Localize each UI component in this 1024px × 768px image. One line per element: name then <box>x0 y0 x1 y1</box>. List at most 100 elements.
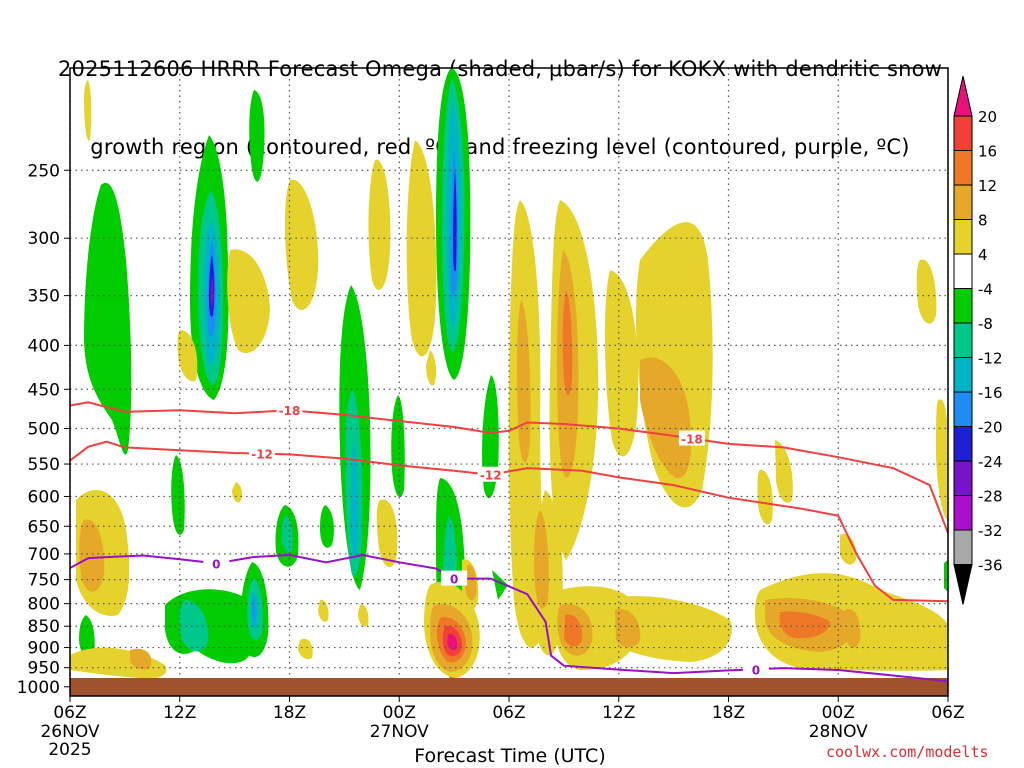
y-tick-label: 550 <box>28 455 60 475</box>
y-tick-label: 800 <box>28 595 60 615</box>
colorbar-segment <box>953 150 973 186</box>
colorbar-segment <box>953 253 973 289</box>
omega-region <box>775 440 793 503</box>
y-tick-label: 650 <box>28 517 60 537</box>
omega-region <box>368 159 391 290</box>
colorbar-label: -36 <box>978 557 1003 575</box>
contour-label: -12 <box>480 469 502 483</box>
omega-region <box>916 259 937 324</box>
contour-label-bg <box>441 570 468 586</box>
y-tick-label: 900 <box>28 639 60 659</box>
omega-region <box>320 505 334 548</box>
colorbar-label: 12 <box>978 177 997 195</box>
omega-region <box>406 140 437 357</box>
omega-region <box>70 647 167 679</box>
colorbar-label: -24 <box>978 453 1003 471</box>
y-tick-label: 500 <box>28 420 60 440</box>
omega-region <box>252 597 256 622</box>
omega-region <box>845 609 861 648</box>
omega-region <box>84 182 132 455</box>
contour-label: -18 <box>279 404 301 418</box>
colorbar-label: -20 <box>978 419 1003 437</box>
omega-region <box>130 648 152 670</box>
colorbar-segment <box>953 529 973 565</box>
colorbar-segment <box>953 426 973 462</box>
y-tick-label: 300 <box>28 229 60 249</box>
chart-title-line1: 2025112606 HRRR Forecast Omega (shaded, … <box>57 57 943 81</box>
x-tick-label: 12Z <box>602 703 635 723</box>
omega-region <box>227 249 270 354</box>
colorbar-label: -28 <box>978 488 1003 506</box>
credit-link[interactable]: coolwx.com/modelts <box>826 743 989 761</box>
contour-label: 0 <box>450 573 458 587</box>
omega-region <box>492 570 508 600</box>
colorbar-segment <box>953 391 973 427</box>
colorbar-top-arrow <box>953 75 973 117</box>
omega-region <box>358 604 369 627</box>
x-year-label: 2025 <box>48 740 91 760</box>
colorbar-label: -8 <box>978 315 993 333</box>
contour-lines: -18 -18 -12 -12 0 0 0 <box>69 401 949 683</box>
omega-region <box>179 600 209 652</box>
x-date-label: 28NOV <box>809 722 868 742</box>
omega-region <box>284 179 319 310</box>
colorbar-label: -32 <box>978 522 1003 540</box>
contour-label-bg <box>742 661 769 677</box>
omega-region <box>840 534 857 565</box>
omega-region <box>318 599 329 622</box>
colorbar-label: -16 <box>978 384 1003 402</box>
y-tick-label: 250 <box>28 161 60 181</box>
contour-label-bg <box>276 402 303 418</box>
colorbar-segment <box>953 219 973 255</box>
y-tick-label: 600 <box>28 487 60 507</box>
y-tick-label: 350 <box>28 287 60 307</box>
y-tick-label: 950 <box>28 659 60 679</box>
colorbar-label: 16 <box>978 143 997 161</box>
omega-region <box>640 357 692 479</box>
omega-shading <box>70 68 948 680</box>
omega-region <box>534 510 549 609</box>
x-tick-label: 12Z <box>163 703 196 723</box>
x-tick-label: 06Z <box>492 703 525 723</box>
omega-region <box>350 440 358 560</box>
x-tick-label: 18Z <box>712 703 745 723</box>
contour-label-bg <box>203 555 230 571</box>
omega-region <box>79 615 95 658</box>
omega-region <box>936 399 948 520</box>
omega-region <box>447 633 458 651</box>
colorbar-segment <box>953 322 973 358</box>
colorbar-bottom-arrow <box>953 564 973 605</box>
colorbar-label: 20 <box>978 108 997 126</box>
colorbar-label: -4 <box>978 281 993 299</box>
omega-region <box>249 90 265 182</box>
omega-region <box>615 609 641 648</box>
y-tick-label: 750 <box>28 571 60 591</box>
x-date-label: 27NOV <box>370 722 429 742</box>
x-axis-label: Forecast Time (UTC) <box>414 745 606 767</box>
contour-label: -18 <box>681 433 703 447</box>
colorbar-label: 4 <box>978 246 988 264</box>
omega-region <box>757 469 773 525</box>
contour-label: -12 <box>251 448 273 462</box>
dgz-contour-line <box>69 401 949 534</box>
x-tick-label: 06Z <box>931 703 964 723</box>
colorbar-segment <box>953 184 973 220</box>
ground-surface <box>70 678 948 696</box>
colorbar-label: 8 <box>978 212 988 230</box>
contour-label-bg <box>477 466 504 482</box>
x-date-label: 26NOV <box>40 722 99 742</box>
omega-region <box>604 270 639 457</box>
colorbar-segment <box>953 357 973 393</box>
omega-region <box>376 499 398 568</box>
colorbar-label: -12 <box>978 350 1003 368</box>
omega-region <box>944 560 948 592</box>
omega-region <box>171 455 185 535</box>
omega-region <box>177 330 198 382</box>
x-tick-label: 00Z <box>822 703 855 723</box>
y-tick-label: 700 <box>28 545 60 565</box>
omega-region <box>779 611 830 639</box>
colorbar-segment <box>953 115 973 151</box>
y-axis: 2503003504004505005506006507007508008509… <box>17 161 70 698</box>
